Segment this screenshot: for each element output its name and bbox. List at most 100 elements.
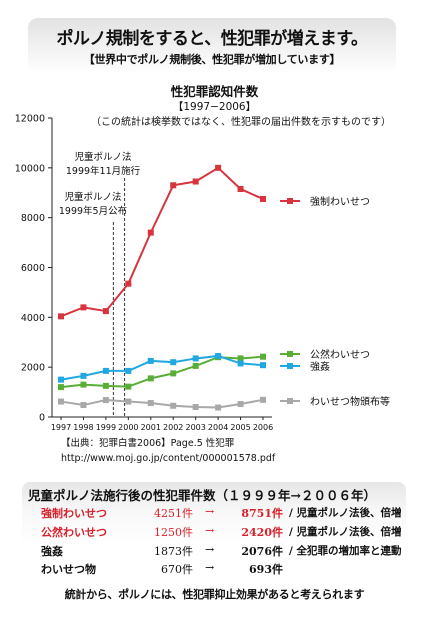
stats-remark: / 児童ポルノ法後、倍増 [289, 507, 402, 519]
stats-count-after: 693件 [249, 563, 283, 576]
data-point [58, 376, 64, 383]
y-tick-label: 0 [39, 413, 45, 424]
stats-arrow: → [205, 505, 215, 518]
data-point [125, 280, 132, 287]
legend-marker [287, 398, 293, 404]
x-tick-label: 2001 [141, 423, 161, 432]
data-point [192, 178, 199, 185]
data-point [125, 398, 132, 405]
data-point [102, 382, 109, 389]
data-point [80, 402, 87, 409]
y-tick-label: 4000 [21, 313, 45, 324]
x-tick-label: 1997 [51, 423, 71, 432]
series-line-4 [60, 398, 264, 409]
annotation-label-enforcement: 1999年11月施行 [66, 165, 141, 177]
stats-crime-name: 公然わいせつ [41, 526, 107, 539]
data-point [58, 384, 64, 391]
x-tick-label: 2003 [185, 423, 205, 432]
source-title: 【出典：犯罪白書2006】Page.5 性犯罪 [61, 438, 235, 449]
stats-count-after: 8751件 [241, 507, 283, 520]
data-point [260, 195, 266, 202]
data-point [125, 383, 132, 390]
data-point [260, 353, 266, 360]
stats-crime-name: わいせつ物 [41, 563, 96, 576]
data-point [237, 355, 244, 362]
data-point [147, 357, 154, 364]
stats-count-before: 1250件 [154, 526, 193, 539]
y-tick-label: 2000 [21, 363, 45, 374]
data-point [215, 404, 222, 411]
data-point [260, 396, 266, 403]
data-point [215, 352, 222, 359]
data-point [215, 164, 222, 171]
data-point [170, 182, 177, 189]
stats-count-after: 2076件 [241, 545, 283, 558]
series-line-3 [60, 354, 264, 381]
data-point [102, 367, 109, 374]
header-banner [28, 18, 396, 74]
series-line-2 [60, 355, 264, 389]
legend-marker [287, 198, 293, 204]
y-tick-label: 8000 [21, 213, 45, 224]
data-point [260, 362, 266, 369]
data-point [147, 375, 154, 382]
data-point [170, 402, 177, 409]
page-title: ポルノ規制をすると、性犯罪が増えます。 [56, 29, 368, 49]
x-tick-label: 2004 [208, 423, 228, 432]
series-line-1 [60, 166, 264, 318]
data-point [147, 229, 154, 236]
stats-count-after: 2420件 [241, 526, 283, 539]
legend-label: 強制わいせつ [310, 195, 370, 208]
stats-count-before: 1873件 [154, 545, 193, 558]
legend-marker [287, 351, 293, 357]
source-citation: 【出典：犯罪白書2006】Page.5 性犯罪 http://www.moj.g… [61, 436, 275, 466]
data-point [170, 359, 177, 366]
stats-count-before: 670件 [161, 563, 193, 576]
x-tick-label: 2000 [118, 423, 138, 432]
data-point [192, 404, 199, 411]
stats-title: 児童ポルノ法施行後の性犯罪件数（１９９９年→２００６年） [28, 488, 376, 503]
y-tick-label: 12000 [15, 114, 45, 125]
data-point [147, 400, 154, 407]
legend-marker [287, 363, 293, 369]
data-point [80, 372, 87, 379]
data-point [237, 360, 244, 367]
chart-note: （この統計は検挙数ではなく、性犯罪の届出件数を示すものです） [91, 117, 391, 128]
annotation-label-promulgation: 児童ポルノ法 [64, 191, 121, 203]
data-point [192, 362, 199, 369]
y-tick-label: 6000 [21, 263, 45, 274]
chart-title: 性犯罪認知件数 [170, 84, 259, 99]
data-point [125, 367, 132, 374]
x-tick-label: 1998 [73, 423, 93, 432]
data-point [58, 313, 64, 320]
y-tick-label: 10000 [15, 163, 45, 174]
page-subtitle: 【世界中でポルノ規制後、性犯罪が増加しています】 [83, 53, 341, 66]
stats-remark: / 児童ポルノ法後、倍増 [289, 526, 402, 538]
data-point [237, 401, 244, 408]
legend-label: 公然わいせつ [310, 348, 370, 361]
x-tick-label: 2002 [163, 423, 183, 432]
x-tick-label: 2005 [230, 423, 250, 432]
data-point [192, 355, 199, 362]
data-point [58, 398, 64, 405]
stats-crime-name: 強姦 [41, 545, 63, 558]
x-tick-label: 1999 [96, 423, 116, 432]
stats-panel [22, 482, 406, 574]
source-url: http://www.moj.go.jp/content/000001578.p… [61, 453, 276, 464]
annotation-label-promulgation: 1999年5月公布 [59, 205, 127, 217]
stats-arrow: → [205, 543, 215, 556]
stats-arrow: → [205, 561, 215, 574]
legend-label: 強姦 [310, 360, 330, 373]
stats-remark: / 全犯罪の増加率と連動 [289, 545, 402, 557]
annotation-label-enforcement: 児童ポルノ法 [74, 151, 131, 163]
data-point [80, 381, 87, 388]
data-point [237, 186, 244, 193]
x-tick-label: 2006 [253, 423, 273, 432]
stats-count-before: 4251件 [154, 507, 193, 520]
data-point [102, 308, 109, 315]
data-point [170, 370, 177, 377]
stats-arrow: → [205, 524, 215, 537]
chart-period: 【1997−2006】 [172, 101, 257, 113]
data-point [80, 304, 87, 311]
